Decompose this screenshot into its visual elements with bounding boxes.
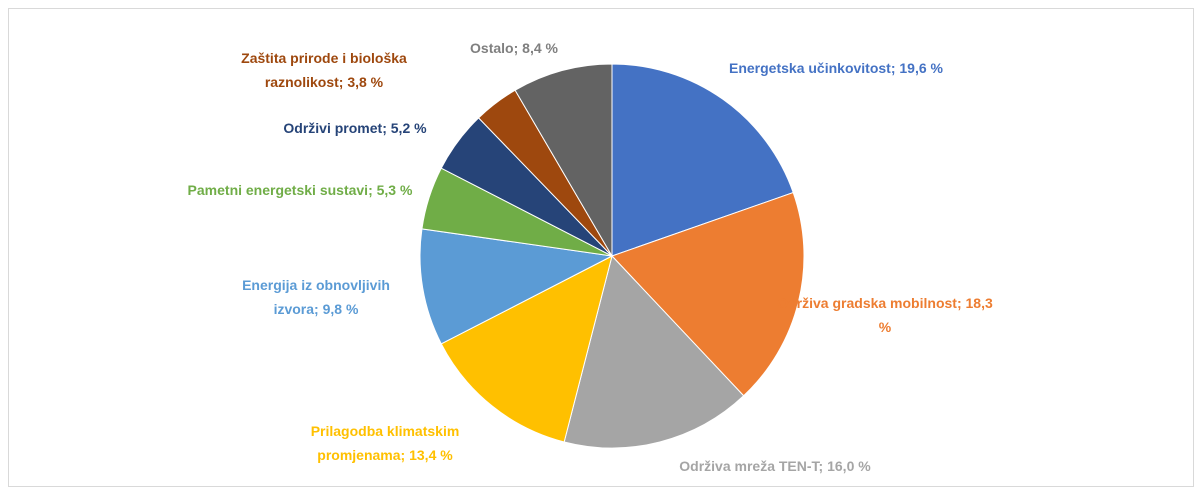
value-label: 16,0 % <box>827 458 871 474</box>
data-label: Održivi promet; 5,2 % <box>245 116 465 140</box>
category-label: Pametni energetski sustavi; <box>187 182 373 198</box>
pie-slice <box>419 228 614 345</box>
category-label: Prilagodba klimatskim promjenama; <box>310 423 460 463</box>
data-label: Prilagodba klimatskim promjenama; 13,4 % <box>293 419 478 467</box>
category-label: Ostalo; <box>470 40 519 56</box>
category-label: Održivi promet; <box>283 120 387 136</box>
category-label: Energija iz obnovljivih izvora; <box>242 277 390 317</box>
value-label: 5,2 % <box>390 120 427 136</box>
data-label: Energetska učinkovitost; 19,6 % <box>729 56 944 80</box>
category-label: Energetska učinkovitost; <box>729 60 896 76</box>
data-label: Održiva gradska mobilnost; 18,3 % <box>775 291 995 339</box>
value-label: 3,8 % <box>347 74 384 90</box>
value-label: 5,3 % <box>376 182 413 198</box>
value-label: 13,4 % <box>409 447 453 463</box>
data-label: Zaštita prirode i biološka raznolikost; … <box>222 46 427 94</box>
pie-slice <box>440 255 613 443</box>
value-label: 19,6 % <box>899 60 943 76</box>
data-label: Ostalo; 8,4 % <box>429 36 599 60</box>
value-label: 8,4 % <box>522 40 558 56</box>
pie-slice <box>563 254 745 449</box>
data-label: Pametni energetski sustavi; 5,3 % <box>183 178 418 202</box>
data-label: Energija iz obnovljivih izvora; 9,8 % <box>226 273 406 321</box>
category-label: Održiva mreža TEN-T; <box>679 458 824 474</box>
value-label: 18,3 % <box>878 295 993 335</box>
pie-slice <box>514 63 613 258</box>
pie-slice <box>611 191 805 397</box>
category-label: Zaštita prirode i biološka raznolikost; <box>241 50 407 90</box>
category-label: Održiva gradska mobilnost; <box>777 295 962 311</box>
value-label: 9,8 % <box>322 301 359 317</box>
chart-frame <box>8 8 1194 487</box>
data-label: Održiva mreža TEN-T; 16,0 % <box>615 454 935 478</box>
